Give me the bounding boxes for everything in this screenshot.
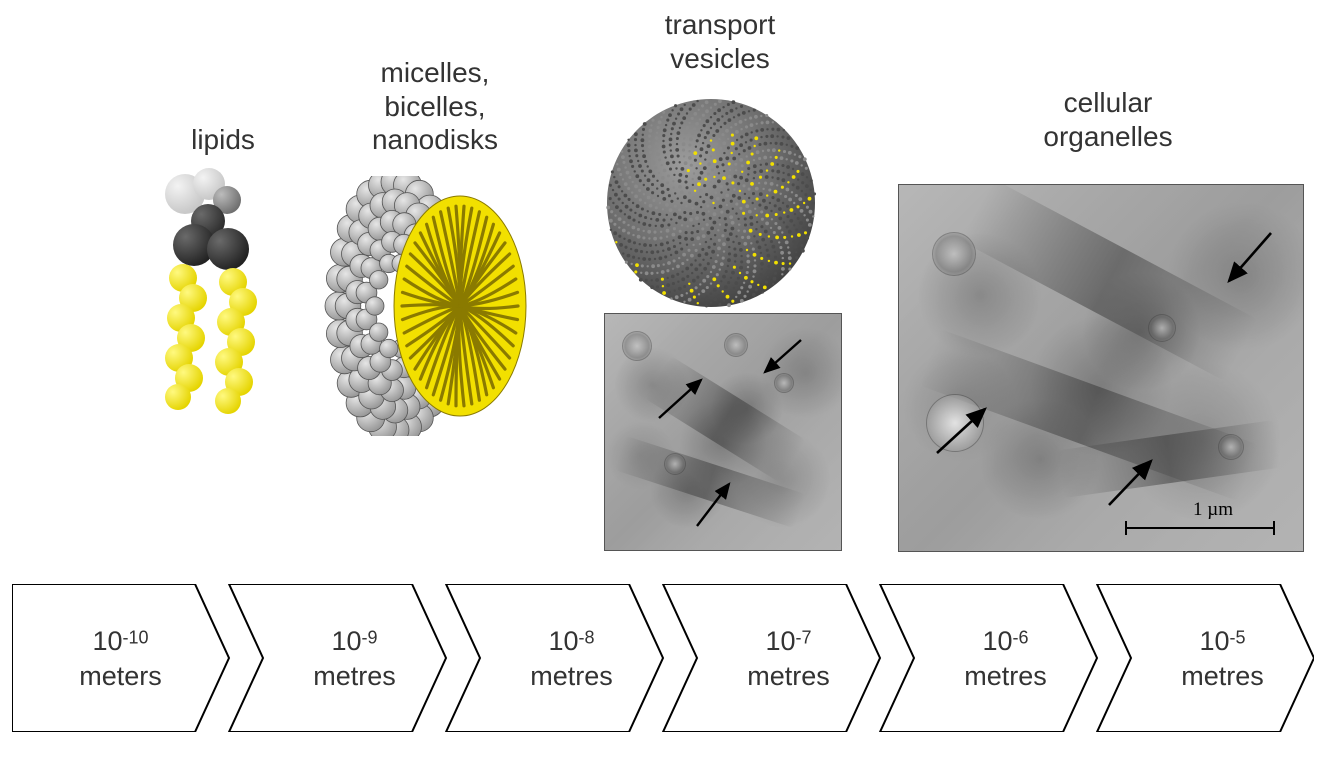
em-image-small (604, 313, 842, 551)
lipid-illustration (135, 168, 295, 428)
scale-segment-label: 10-9metres (270, 624, 440, 694)
label-organelles: cellular organelles (998, 86, 1218, 153)
scale-arrow-row: 10-10meters 10-9metres 10-8metres 10-7metre… (12, 584, 1314, 732)
label-micelles: micelles, bicelles, nanodisks (325, 56, 545, 157)
micelle-illustration (310, 176, 560, 436)
vesicle-illustration (604, 96, 818, 310)
pointer-arrow-icon (605, 314, 841, 550)
em-image-large: 1 µm (898, 184, 1304, 552)
label-vesicles: transport vesicles (610, 8, 830, 75)
scale-bar (1125, 527, 1275, 529)
scale-segment-label: 10-10meters (36, 624, 206, 694)
label-lipids: lipids (163, 123, 283, 157)
pointer-arrow-icon (899, 185, 1303, 551)
diagram-canvas: lipids micelles, bicelles, nanodisks tra… (0, 0, 1325, 780)
scale-segment-label: 10-8metres (487, 624, 657, 694)
scale-segment-label: 10-7metres (704, 624, 874, 694)
scale-segment-label: 10-5metres (1138, 624, 1308, 694)
scale-bar-label: 1 µm (1193, 499, 1233, 521)
scale-segment-label: 10-6metres (921, 624, 1091, 694)
